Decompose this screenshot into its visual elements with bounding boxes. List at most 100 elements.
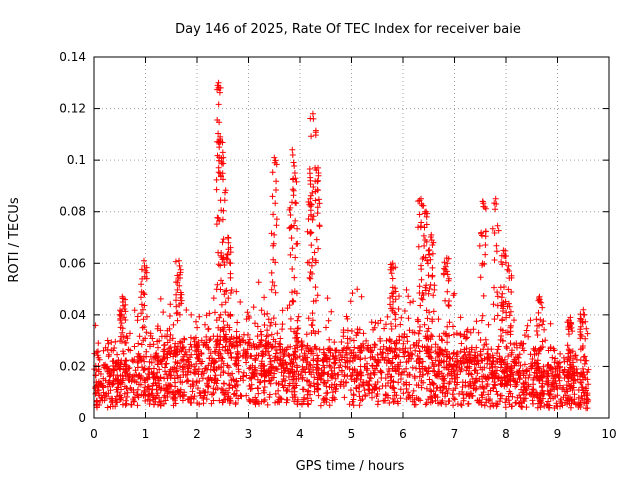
data-point xyxy=(313,345,320,352)
data-point xyxy=(291,328,298,335)
data-point xyxy=(354,326,361,333)
data-point xyxy=(397,395,404,402)
data-point xyxy=(100,375,107,382)
data-point xyxy=(104,404,111,411)
data-point xyxy=(96,392,103,399)
data-point xyxy=(497,326,504,333)
data-point xyxy=(520,380,527,387)
y-tick-labels: 0 0.02 0.04 0.06 0.08 0.1 0.12 0.14 xyxy=(59,50,86,425)
data-point xyxy=(380,343,387,350)
data-point xyxy=(505,353,512,360)
data-point xyxy=(575,387,582,393)
data-point xyxy=(188,399,195,406)
data-point xyxy=(307,192,314,199)
data-point xyxy=(141,366,148,373)
data-point xyxy=(323,355,330,362)
data-point xyxy=(294,317,301,324)
data-point xyxy=(246,336,253,343)
data-point xyxy=(430,308,437,315)
data-point xyxy=(451,290,458,297)
data-point xyxy=(328,367,335,374)
data-point xyxy=(426,251,433,258)
data-point xyxy=(224,234,231,241)
data-point xyxy=(284,397,291,403)
data-point xyxy=(220,368,227,375)
data-point xyxy=(502,298,509,305)
data-point xyxy=(306,259,313,266)
data-point xyxy=(500,308,506,314)
x-tick-label: 4 xyxy=(296,427,304,441)
y-tick-label: 0.1 xyxy=(67,153,86,167)
data-point xyxy=(204,382,211,389)
data-point xyxy=(268,286,275,293)
data-point xyxy=(363,337,370,344)
y-tick-label: 0.04 xyxy=(59,308,86,322)
data-point xyxy=(279,321,286,328)
data-point xyxy=(481,261,488,267)
data-point xyxy=(234,319,241,326)
data-point xyxy=(566,364,573,371)
data-point xyxy=(432,357,439,364)
data-point xyxy=(163,360,170,367)
data-point xyxy=(501,374,507,380)
data-point xyxy=(227,336,234,343)
data-point xyxy=(138,281,145,288)
data-point xyxy=(291,345,298,352)
y-tick-label: 0.06 xyxy=(59,256,86,270)
data-point xyxy=(332,375,339,382)
data-point xyxy=(147,397,154,404)
data-point xyxy=(304,359,311,365)
data-point xyxy=(270,242,277,249)
data-point xyxy=(457,359,464,366)
data-point xyxy=(217,372,224,379)
data-point xyxy=(314,186,321,193)
data-point xyxy=(416,211,423,218)
data-point xyxy=(153,373,160,380)
data-point xyxy=(353,384,359,391)
data-point xyxy=(360,340,366,347)
data-point xyxy=(577,326,584,333)
data-point xyxy=(164,393,171,400)
data-point xyxy=(389,293,396,300)
data-point xyxy=(495,375,502,382)
data-point xyxy=(258,331,265,338)
data-point xyxy=(383,321,389,328)
data-point xyxy=(572,352,579,359)
data-point xyxy=(494,312,501,319)
data-point xyxy=(470,326,477,333)
data-point xyxy=(292,199,299,206)
data-point xyxy=(261,294,268,301)
data-point xyxy=(545,398,552,405)
data-point xyxy=(195,339,202,346)
data-point xyxy=(491,316,498,323)
data-point xyxy=(291,274,298,281)
data-point xyxy=(434,353,441,360)
data-point xyxy=(307,275,314,282)
data-point xyxy=(567,404,574,411)
data-point xyxy=(450,368,457,375)
data-point xyxy=(349,398,356,405)
data-point xyxy=(528,363,535,370)
data-point xyxy=(325,317,332,324)
data-point xyxy=(220,328,227,335)
data-point xyxy=(423,213,430,220)
data-point xyxy=(552,393,558,400)
data-point xyxy=(122,308,129,315)
data-point xyxy=(130,358,136,365)
data-point xyxy=(310,356,317,362)
data-point xyxy=(451,370,458,377)
data-point xyxy=(307,181,314,188)
data-point xyxy=(481,385,487,392)
data-point xyxy=(162,397,169,404)
data-point xyxy=(313,236,320,243)
data-point xyxy=(274,330,281,337)
data-point xyxy=(128,401,135,408)
data-point xyxy=(119,329,126,336)
data-point xyxy=(197,390,204,397)
data-point xyxy=(500,252,507,259)
data-point xyxy=(206,337,213,344)
data-point xyxy=(438,370,445,377)
data-point xyxy=(424,328,431,335)
data-point xyxy=(178,297,185,304)
data-point xyxy=(489,357,496,364)
